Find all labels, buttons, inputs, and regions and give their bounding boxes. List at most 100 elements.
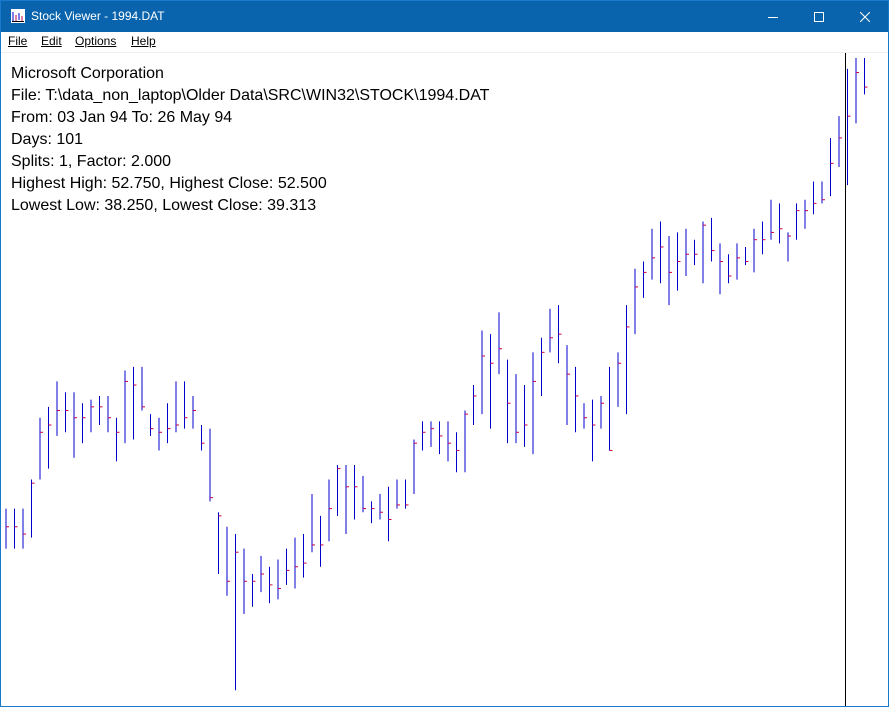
menu-edit[interactable]: Edit — [41, 34, 62, 48]
window-title: Stock Viewer - 1994.DAT — [31, 9, 165, 23]
minimize-button[interactable] — [750, 1, 796, 32]
price-bar — [175, 381, 179, 433]
price-bar — [90, 399, 94, 433]
menu-help-label: Help — [131, 34, 156, 48]
price-bar — [243, 548, 247, 614]
price-bar — [600, 395, 604, 429]
price-bar — [99, 395, 103, 426]
price-bar — [39, 417, 43, 480]
price-bar — [821, 181, 825, 204]
price-bar — [651, 228, 655, 280]
price-bar — [634, 268, 638, 335]
price-bar — [838, 116, 842, 168]
menu-file[interactable]: File — [8, 34, 27, 48]
price-bar — [541, 337, 545, 396]
close-icon — [859, 11, 871, 23]
stock-chart[interactable] — [1, 53, 888, 706]
price-bar — [439, 421, 443, 455]
price-bar — [388, 486, 392, 542]
price-bar — [252, 574, 256, 607]
price-bar — [362, 475, 366, 513]
price-bar — [787, 232, 791, 262]
price-bar — [158, 417, 162, 451]
price-bar — [745, 246, 749, 266]
price-bar — [413, 439, 417, 495]
price-bar — [371, 501, 375, 524]
price-bar — [855, 58, 859, 124]
price-bar — [260, 555, 264, 593]
price-bar — [150, 414, 154, 436]
price-bar — [464, 410, 468, 473]
highest-info: Highest High: 52.750, Highest Close: 52.… — [11, 175, 327, 192]
price-bar — [396, 479, 400, 509]
menu-options-label: Options — [75, 34, 117, 48]
price-bar — [668, 236, 672, 306]
price-bar — [685, 228, 689, 277]
menu-file-label: File — [8, 34, 28, 48]
price-bar — [124, 370, 128, 444]
title-bar[interactable]: Stock Viewer - 1994.DAT — [1, 1, 888, 32]
price-bar — [660, 221, 664, 284]
menu-bar: File Edit Options Help — [1, 32, 888, 53]
price-bar — [847, 68, 851, 186]
price-bar — [770, 199, 774, 240]
minimize-icon — [768, 17, 778, 19]
price-bar — [405, 479, 409, 509]
price-bar — [473, 385, 477, 426]
price-bar — [558, 305, 562, 364]
price-bar — [14, 508, 18, 549]
price-bar — [490, 334, 494, 429]
price-bar — [354, 464, 358, 520]
price-bar — [711, 217, 715, 262]
maximize-icon — [814, 12, 824, 23]
price-bar — [31, 479, 35, 538]
price-bar — [328, 479, 332, 542]
menu-edit-label: Edit — [41, 34, 62, 48]
price-bar — [345, 464, 349, 535]
price-bar — [337, 464, 341, 516]
price-bar — [507, 359, 511, 444]
price-bar — [320, 515, 324, 567]
price-bar — [133, 366, 137, 440]
price-bar — [65, 392, 69, 433]
maximize-button[interactable] — [796, 1, 842, 32]
price-bar — [813, 181, 817, 215]
price-bar — [192, 395, 196, 429]
price-bar — [830, 137, 834, 197]
chart-app-icon[interactable] — [11, 9, 25, 23]
chart-area[interactable]: Microsoft Corporation File: T:\data_non_… — [1, 53, 888, 706]
price-bar — [864, 58, 868, 95]
price-bar — [218, 512, 222, 574]
menu-options[interactable]: Options — [75, 34, 116, 48]
price-bar — [592, 399, 596, 462]
price-bar — [379, 494, 383, 520]
price-bar — [107, 395, 111, 433]
price-bar — [736, 243, 740, 280]
menu-help[interactable]: Help — [131, 34, 156, 48]
price-bar — [277, 559, 281, 600]
price-bar — [294, 537, 298, 589]
price-bar — [141, 366, 145, 411]
days-count: Days: 101 — [11, 131, 84, 148]
price-bar — [719, 243, 723, 295]
price-bar — [422, 421, 426, 451]
price-bar — [22, 508, 26, 549]
price-bar — [515, 374, 519, 444]
splits-info: Splits: 1, Factor: 2.000 — [11, 153, 172, 170]
price-bar — [235, 534, 239, 691]
price-bar — [226, 526, 230, 596]
price-bar — [779, 203, 783, 244]
price-bar — [617, 352, 621, 407]
price-bar — [728, 254, 732, 284]
price-bar — [56, 381, 60, 436]
price-bar — [82, 403, 86, 444]
price-bar — [762, 221, 766, 255]
company-name: Microsoft Corporation — [11, 65, 164, 82]
close-button[interactable] — [842, 1, 888, 32]
price-bar — [303, 534, 307, 578]
price-bar — [677, 232, 681, 291]
stock-info-panel: Microsoft Corporation File: T:\data_non_… — [11, 63, 489, 217]
price-bar — [481, 330, 485, 415]
price-bar — [430, 421, 434, 447]
